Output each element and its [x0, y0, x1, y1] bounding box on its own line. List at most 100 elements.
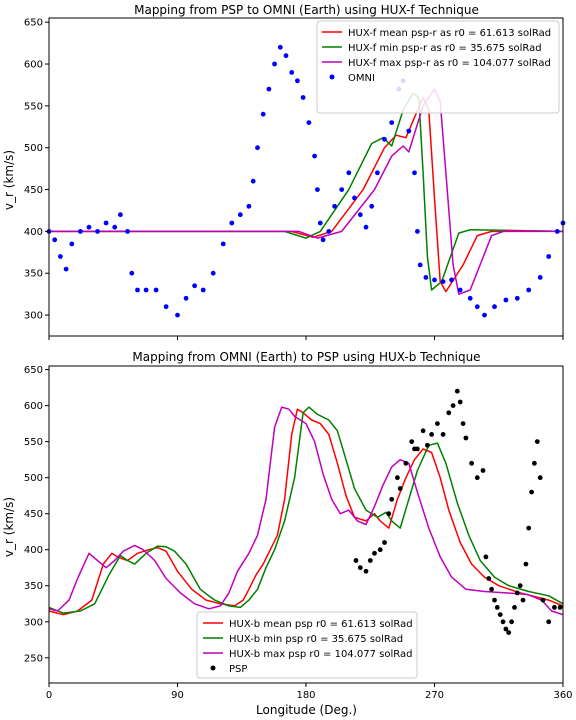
top-legend-mean: HUX-f mean psp-r as r0 = 61.613 solRad — [348, 28, 551, 39]
bottom-legend-box — [196, 611, 418, 679]
top-chart-title: Mapping from PSP to OMNI (Earth) using H… — [134, 3, 479, 17]
top-series-3-point-13 — [135, 287, 140, 293]
top-series-3-point-5 — [78, 229, 83, 234]
bot-series-3-point-14 — [415, 446, 420, 452]
bot-series-3-point-10 — [397, 486, 403, 491]
top-series-2-line — [49, 88, 564, 295]
bot-xtick-label-0: 0 — [46, 690, 52, 701]
bottom-x-ticks: 0 90 180 270 360 — [46, 683, 573, 701]
top-series-3-point-29 — [266, 86, 272, 92]
top-series-3-point-67 — [503, 297, 509, 303]
bot-series-3-point-52 — [557, 605, 563, 610]
top-series-3-point-61 — [449, 277, 454, 283]
top-series-3-point-21 — [210, 270, 216, 276]
top-series-3-point-17 — [175, 312, 180, 318]
bot-ytick-label-300: 300 — [24, 617, 43, 628]
bot-series-2-line — [48, 406, 564, 616]
top-legend-box — [316, 20, 560, 114]
bot-series-3-point-17 — [429, 432, 434, 437]
top-series-3-point-45 — [352, 195, 357, 201]
top-series-3-point-70 — [537, 275, 543, 280]
bottom-series-layer — [48, 388, 564, 635]
top-series-3-point-3 — [63, 266, 69, 272]
bot-series-3-point-50 — [546, 619, 552, 625]
top-series-3-point-56 — [415, 229, 420, 234]
bot-series-3-point-35 — [500, 619, 506, 625]
bot-xtick-label-270: 270 — [425, 690, 444, 701]
bot-ytick-label-250: 250 — [24, 653, 43, 664]
top-y-axis-label: v_r (km/s) — [2, 150, 16, 210]
bot-series-3-point-51 — [552, 605, 557, 610]
bot-series-3-point-25 — [463, 435, 469, 441]
bot-series-3-point-44 — [526, 525, 532, 531]
top-series-3-point-54 — [406, 128, 412, 134]
top-series-3-point-63 — [467, 295, 473, 301]
top-series-3-point-42 — [332, 203, 337, 209]
top-series-3-point-20 — [200, 287, 206, 293]
bot-series-3-point-28 — [480, 468, 486, 473]
x-axis-label: Longitude (Deg.) — [256, 703, 357, 717]
bot-ytick-label-350: 350 — [24, 581, 43, 592]
bot-series-3-point-23 — [457, 399, 463, 405]
bot-series-1-line — [48, 406, 564, 614]
top-series-3-point-31 — [277, 44, 283, 50]
top-series-3-point-33 — [289, 70, 295, 75]
top-series-3-point-48 — [369, 203, 375, 209]
bot-series-3-point-3 — [367, 558, 373, 563]
top-x-ticks — [48, 336, 564, 340]
top-series-3-point-66 — [492, 304, 497, 310]
top-series-3-point-22 — [220, 241, 226, 247]
bot-ytick-label-650: 650 — [24, 365, 43, 376]
top-series-3-point-11 — [125, 229, 130, 234]
bottom-legend-min: HUX-b min psp r0 = 35.675 solRad — [229, 634, 403, 645]
top-series-3-point-4 — [69, 241, 75, 247]
bot-series-3-point-38 — [509, 619, 514, 625]
bot-series-3-point-21 — [450, 403, 456, 408]
top-series-3-point-15 — [153, 287, 159, 293]
top-series-3-point-50 — [382, 136, 387, 142]
bot-series-3-point-18 — [435, 421, 440, 426]
top-y-ticks: 300 350 400 450 500 550 600 650 — [24, 18, 49, 322]
bot-series-3-point-32 — [492, 597, 497, 603]
top-series-3-point-14 — [143, 287, 149, 293]
top-ytick-label-650: 650 — [24, 18, 43, 29]
top-series-0-line — [49, 96, 563, 293]
top-series-3-point-71 — [546, 254, 552, 259]
top-series-3-point-40 — [320, 237, 326, 243]
top-series-3-point-35 — [300, 95, 306, 100]
top-legend-max: HUX-f max psp-r as r0 = 104.077 solRad — [348, 58, 551, 69]
top-series-3-point-19 — [192, 283, 198, 289]
top-ytick-label-300: 300 — [24, 311, 43, 322]
bot-series-3-point-31 — [489, 586, 494, 592]
top-series-3-point-62 — [457, 287, 463, 293]
bottom-y-axis-label: v_r (km/s) — [2, 497, 16, 557]
top-series-1-line — [49, 92, 564, 291]
top-series-3-point-59 — [432, 277, 437, 283]
top-series-3-point-57 — [417, 262, 423, 268]
panel-top: Mapping from PSP to OMNI (Earth) using H… — [2, 3, 566, 340]
bot-series-3-point-45 — [529, 489, 534, 495]
bot-ytick-label-450: 450 — [24, 509, 43, 520]
top-series-3-point-43 — [339, 187, 345, 193]
top-series-3-point-34 — [295, 78, 300, 84]
bot-series-3-point-27 — [474, 475, 480, 481]
bot-series-3-point-11 — [403, 460, 409, 466]
bot-series-3-point-24 — [460, 421, 466, 426]
top-series-3-point-60 — [440, 279, 446, 284]
top-series-3-point-7 — [95, 229, 100, 234]
top-ytick-label-500: 500 — [24, 143, 43, 154]
bottom-legend-mean: HUX-b mean psp r0 = 61.613 solRad — [229, 619, 413, 630]
bot-series-3-point-29 — [483, 554, 489, 560]
top-series-3-point-26 — [250, 178, 256, 184]
bot-series-3-point-15 — [420, 428, 426, 434]
top-series-3-point-2 — [58, 254, 63, 259]
bot-series-3-point-37 — [506, 630, 512, 635]
bot-series-3-point-6 — [382, 540, 387, 545]
bot-series-3-point-43 — [523, 561, 529, 567]
bot-xtick-label-360: 360 — [553, 690, 572, 701]
top-series-3-point-72 — [554, 229, 560, 234]
bot-series-3-point-49 — [540, 597, 546, 603]
top-series-3-point-68 — [514, 295, 520, 301]
bot-series-3-point-33 — [494, 605, 500, 610]
